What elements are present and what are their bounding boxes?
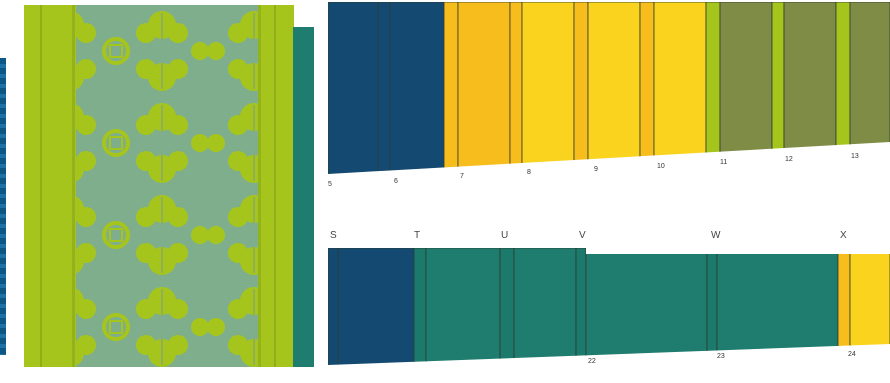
top-color-strip: [328, 2, 890, 174]
bottom-letter-w: W: [711, 230, 721, 241]
floral-textile-panel-icon: [24, 5, 294, 367]
top-number-11: 11: [720, 159, 728, 166]
top-number-5: 5: [328, 181, 332, 188]
textile-panel: [24, 5, 294, 367]
bottom-number-22: 22: [588, 358, 596, 365]
top-number-9: 9: [594, 166, 598, 173]
bottom-number-23: 23: [717, 353, 725, 360]
bottom-letter-u: U: [501, 230, 509, 241]
top-number-7: 7: [460, 173, 464, 180]
teal-edge-bar: [293, 27, 314, 367]
bottom-letter-v: V: [579, 230, 586, 241]
left-blue-fragment: [0, 58, 6, 355]
top-number-8: 8: [527, 169, 531, 176]
top-number-10: 10: [657, 163, 665, 170]
bottom-letter-t: T: [414, 230, 421, 241]
top-number-6: 6: [394, 178, 398, 185]
bottom-color-strip: [328, 248, 890, 365]
bottom-number-24: 24: [848, 351, 856, 358]
bottom-letter-x: X: [840, 230, 847, 241]
top-number-12: 12: [785, 156, 793, 163]
bottom-letter-s: S: [330, 230, 337, 241]
top-number-13: 13: [851, 153, 859, 160]
